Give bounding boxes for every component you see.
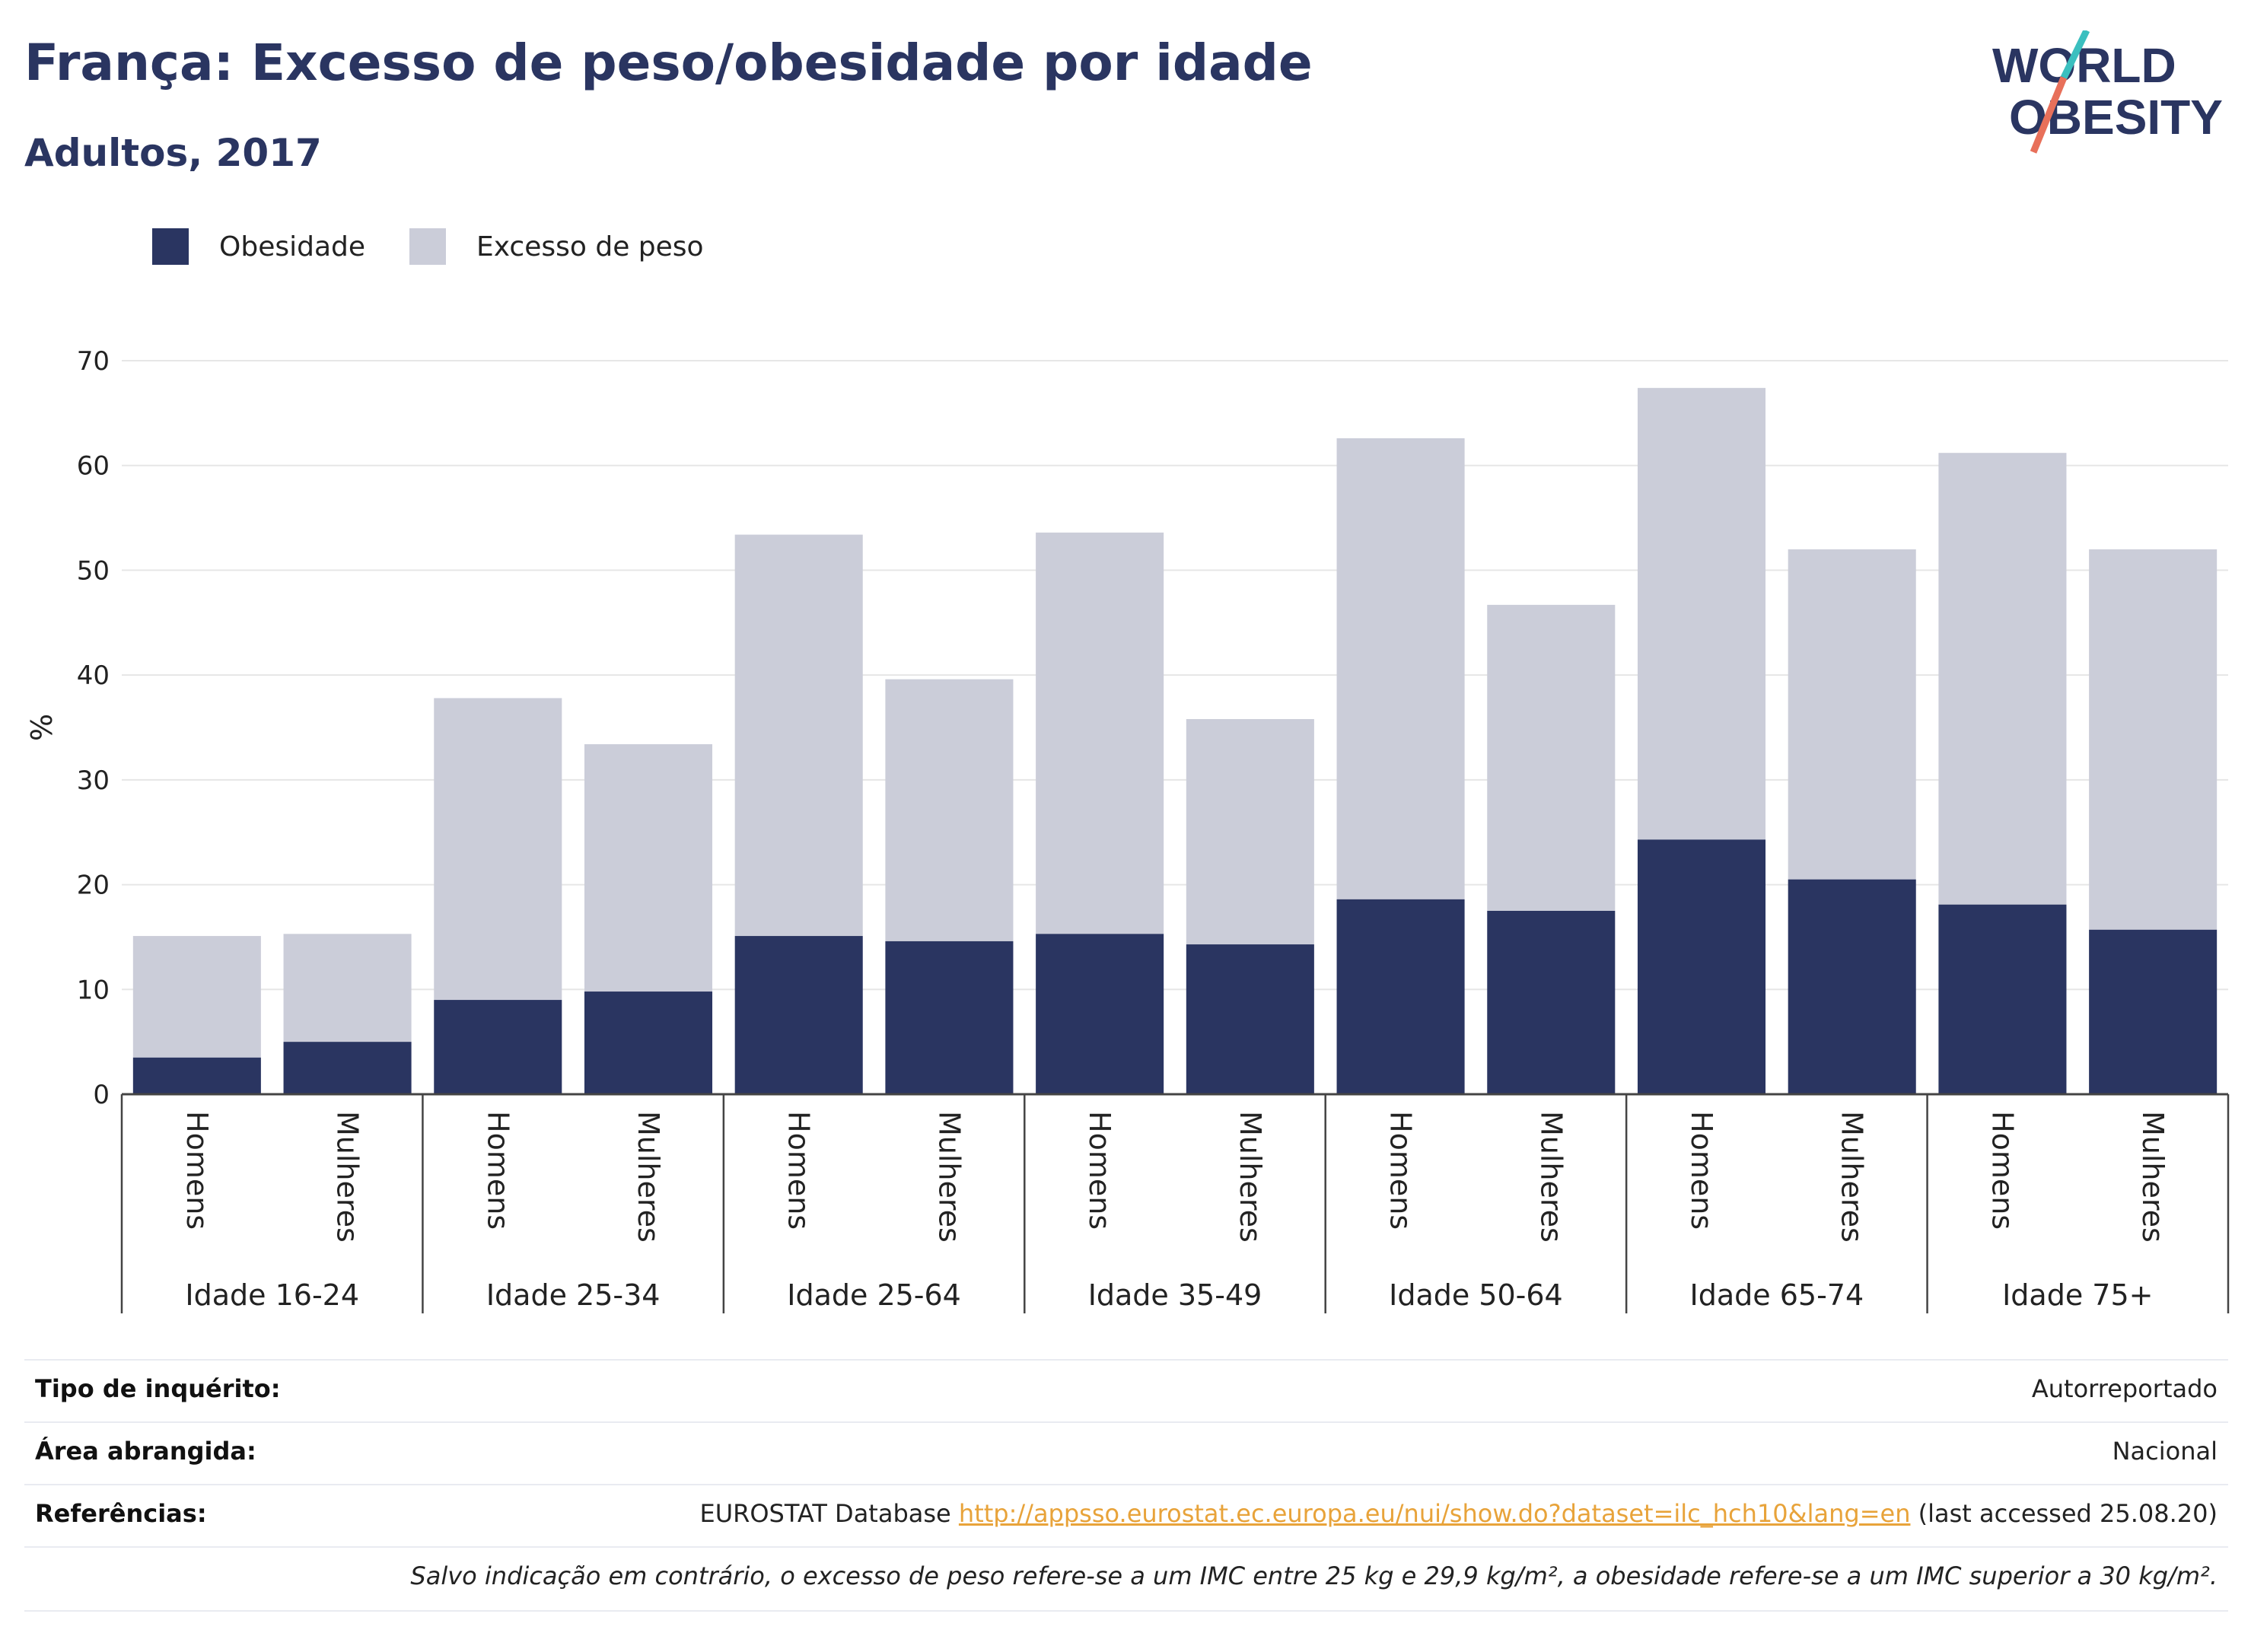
y-tick-label: 20 (77, 871, 110, 901)
survey-type-value: Autorreportado (2031, 1374, 2218, 1403)
info-row-area: Área abrangida: Nacional (24, 1421, 2228, 1485)
x-group-label: Idade 50-64 (1389, 1278, 1563, 1312)
bar-obesity (2089, 929, 2218, 1094)
bar-obesity (734, 936, 863, 1094)
legend-label-obesity: Obesidade (219, 231, 366, 263)
x-subcategory-label: Homens (1985, 1111, 2019, 1230)
x-subcategory-label: Homens (180, 1111, 214, 1230)
chart-subtitle: Adultos, 2017 (24, 131, 322, 175)
legend-item-obesity[interactable]: Obesidade (152, 228, 365, 265)
x-group-label: Idade 75+ (2002, 1278, 2153, 1312)
bar-overweight (885, 679, 1014, 941)
bar-obesity (283, 1042, 412, 1094)
x-subcategory-label: Homens (1685, 1111, 1718, 1230)
stacked-bar-chart: 0 10 20 30 40 50 60 70% Homens Mulheres Homens Mulh… (25, 346, 2230, 1313)
legend-swatch-overweight (409, 228, 447, 265)
x-group-label: Idade 25-64 (787, 1278, 961, 1312)
legend-item-overweight[interactable]: Excesso de peso (409, 228, 704, 265)
y-tick-label: 0 (93, 1080, 110, 1110)
bar-obesity (132, 1057, 261, 1094)
x-subcategory-label: Homens (1384, 1111, 1418, 1230)
bar-obesity (1637, 839, 1766, 1094)
x-subcategory-label: Mulheres (1836, 1111, 1869, 1243)
bar-obesity (885, 941, 1014, 1094)
chart-title: França: Excesso de peso/obesidade por id… (24, 33, 1313, 92)
bar-overweight (2089, 549, 2218, 930)
survey-type-label: Tipo de inquérito: (35, 1374, 281, 1403)
bar-obesity (1788, 879, 1916, 1094)
x-subcategory-label: Homens (1083, 1111, 1116, 1230)
info-row-note: Salvo indicação em contrário, o excesso … (24, 1546, 2228, 1610)
legend: Obesidade Excesso de peso (152, 225, 748, 268)
bar-obesity (1487, 911, 1616, 1094)
x-subcategory-label: Mulheres (632, 1111, 665, 1243)
bar-overweight (434, 698, 562, 1001)
x-subcategory-label: Mulheres (1534, 1111, 1568, 1243)
logo-word-world: WORLD (1992, 38, 2176, 93)
bar-overweight (734, 534, 863, 937)
x-subcategory-label: Homens (481, 1111, 514, 1230)
info-bottom-divider (24, 1610, 2228, 1612)
y-tick-label: 30 (77, 766, 110, 796)
y-tick-label: 70 (77, 346, 110, 377)
bar-overweight (1036, 532, 1164, 934)
bar-overweight (283, 934, 412, 1042)
y-tick-label: 10 (77, 975, 110, 1005)
legend-swatch-obesity (152, 228, 189, 265)
bar-overweight (1186, 718, 1314, 945)
definition-note: Salvo indicação em contrário, o excesso … (410, 1561, 2218, 1590)
y-axis-label: % (25, 714, 59, 741)
references-label: Referências: (35, 1499, 207, 1528)
x-subcategory-label: Mulheres (932, 1111, 966, 1243)
x-group-label: Idade 25-34 (486, 1278, 661, 1312)
x-subcategory-label: Mulheres (1234, 1111, 1267, 1243)
bar-obesity (434, 1000, 562, 1094)
bar-overweight (1336, 438, 1465, 899)
info-row-survey-type: Tipo de inquérito: Autorreportado (24, 1359, 2228, 1423)
x-subcategory-label: Mulheres (2136, 1111, 2170, 1243)
bar-obesity (584, 992, 713, 1094)
bar-overweight (584, 744, 713, 992)
bar-obesity (1186, 944, 1314, 1094)
bar-obesity (1036, 934, 1164, 1094)
x-group-label: Idade 35-49 (1088, 1278, 1262, 1312)
logo-slash-coral (2030, 76, 2068, 154)
area-value: Nacional (2112, 1437, 2218, 1466)
bar-overweight (132, 936, 261, 1058)
logo-slash-teal (2060, 30, 2090, 79)
bar-overweight (1637, 387, 1766, 840)
bar-obesity (1938, 904, 2067, 1094)
references-link[interactable]: http://appsso.eurostat.ec.europa.eu/nui/… (958, 1499, 1911, 1528)
bar-overweight (1938, 453, 2067, 905)
area-label: Área abrangida: (35, 1437, 256, 1466)
y-tick-label: 50 (77, 555, 110, 586)
y-tick-label: 60 (77, 451, 110, 482)
world-obesity-logo: WORLD OBESITY (1992, 30, 2223, 154)
legend-label-overweight: Excesso de peso (476, 231, 704, 263)
bar-obesity (1336, 899, 1465, 1094)
references-value: EUROSTAT Database http://appsso.eurostat… (699, 1499, 2218, 1528)
info-row-references: Referências: EUROSTAT Database http://ap… (24, 1484, 2228, 1548)
x-subcategory-label: Homens (782, 1111, 816, 1230)
x-subcategory-label: Mulheres (331, 1111, 365, 1243)
bar-overweight (1487, 604, 1616, 911)
references-prefix: EUROSTAT Database (699, 1499, 951, 1528)
references-suffix: (last accessed 25.08.20) (1918, 1499, 2218, 1528)
y-tick-label: 40 (77, 660, 110, 691)
x-group-label: Idade 16-24 (185, 1278, 359, 1312)
bar-overweight (1788, 549, 1916, 880)
x-group-label: Idade 65-74 (1690, 1278, 1864, 1312)
